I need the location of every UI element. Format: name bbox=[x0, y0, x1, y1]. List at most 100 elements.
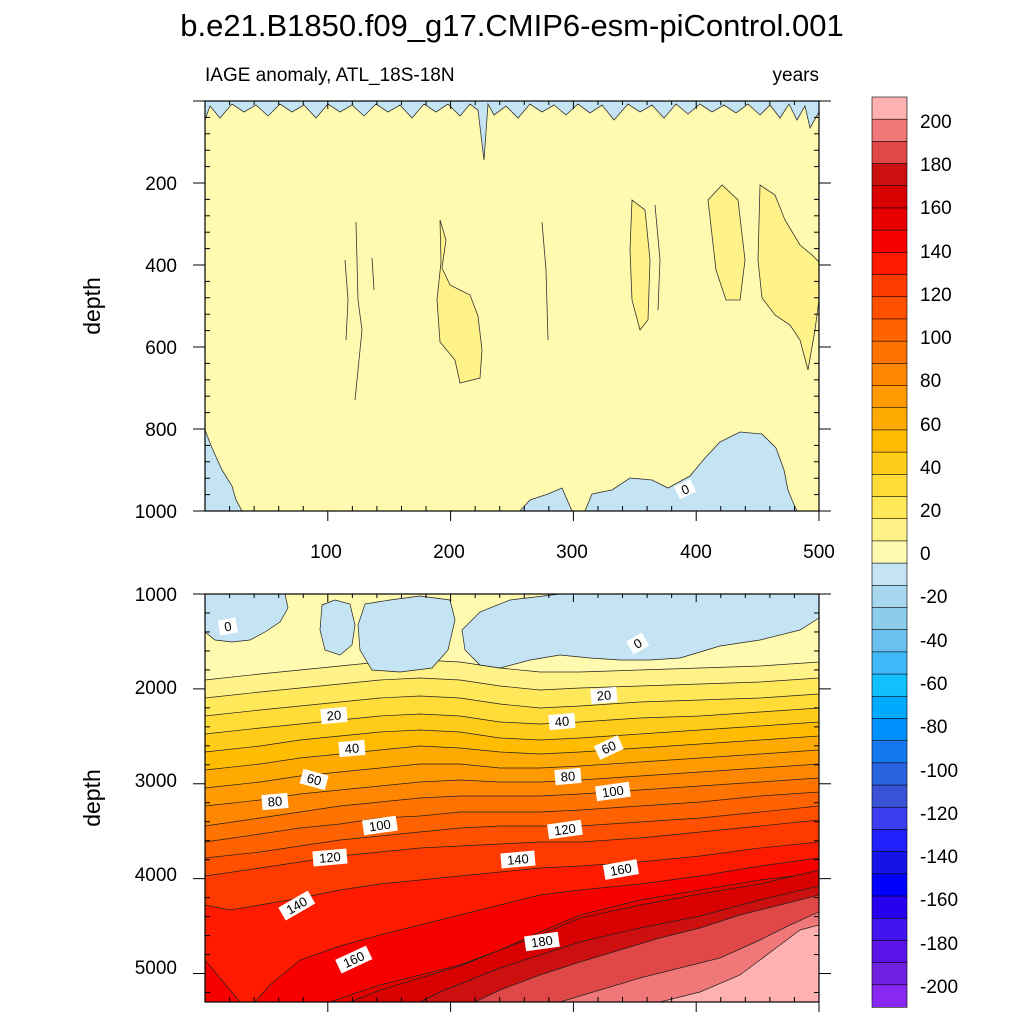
colorbar-label: -200 bbox=[920, 977, 958, 998]
colorbar-swatch bbox=[871, 340, 908, 364]
contour-label-box bbox=[278, 890, 316, 921]
x-tick-label: 100 bbox=[310, 542, 342, 563]
variable-label: IAGE anomaly, ATL_18S-18N bbox=[205, 65, 455, 86]
colorbar-label: -180 bbox=[920, 934, 958, 955]
upper-negative-bottom-right bbox=[519, 431, 798, 511]
colorbar-swatch bbox=[871, 984, 908, 1008]
colorbar-swatch bbox=[871, 673, 908, 697]
x-tick-label: 200 bbox=[433, 542, 465, 563]
contour-label-box bbox=[524, 931, 560, 952]
lower-y-tick-label: 3000 bbox=[135, 771, 177, 792]
colorbar-swatch bbox=[871, 252, 908, 276]
colorbar-swatch bbox=[871, 518, 908, 542]
colorbar-label: 180 bbox=[920, 155, 952, 176]
colorbar-swatch bbox=[871, 895, 908, 919]
colorbar-swatch bbox=[871, 651, 908, 675]
colorbar-swatch bbox=[871, 141, 908, 165]
lower-negative-patch-2 bbox=[319, 599, 356, 656]
upper-axis-ticks bbox=[193, 100, 831, 521]
colorbar-swatch bbox=[871, 274, 908, 298]
colorbar-swatch bbox=[871, 496, 908, 520]
colorbar-swatch bbox=[871, 873, 908, 897]
colorbar-label: 140 bbox=[920, 242, 952, 263]
lower-axis-ticks bbox=[193, 593, 831, 1012]
colorbar-label: -20 bbox=[920, 587, 947, 608]
colorbar-swatch bbox=[871, 429, 908, 453]
upper-y-tick-label: 200 bbox=[145, 174, 177, 195]
colorbar-label: -140 bbox=[920, 847, 958, 868]
contour-label-box bbox=[320, 706, 348, 725]
contour-label: 120 bbox=[318, 849, 341, 866]
lower-negative-patch-3 bbox=[357, 595, 456, 673]
contour-label-box bbox=[217, 617, 239, 636]
upper-positive-patch-2 bbox=[757, 184, 819, 371]
colorbar-label: -160 bbox=[920, 890, 958, 911]
chart-title: b.e21.B1850.f09_g17.CMIP6-esm-piControl.… bbox=[180, 8, 843, 43]
upper-y-tick-label: 1000 bbox=[135, 502, 177, 523]
colorbar-swatch bbox=[871, 118, 908, 142]
colorbar-swatch bbox=[871, 163, 908, 187]
upper-positive-patch-3 bbox=[629, 199, 651, 331]
upper-contour-thin-4 bbox=[541, 221, 549, 341]
colorbar-label: -100 bbox=[920, 761, 958, 782]
colorbar-swatch bbox=[871, 718, 908, 742]
colorbar-swatch bbox=[871, 962, 908, 986]
upper-y-tick-labels: 200 400 600 800 1000 bbox=[135, 174, 177, 523]
colorbar-label: 100 bbox=[920, 328, 952, 349]
colorbar-swatch bbox=[871, 917, 908, 942]
lower-negative-patch-4 bbox=[461, 594, 819, 669]
colorbar-label: -120 bbox=[920, 804, 958, 825]
contour-label-box bbox=[602, 859, 639, 880]
colorbar-swatch bbox=[871, 584, 908, 609]
colorbar-label: -40 bbox=[920, 631, 947, 652]
lower-y-tick-labels: 1000 2000 3000 4000 5000 bbox=[135, 585, 177, 979]
lower-plot-frame bbox=[204, 593, 820, 1003]
colorbar-label: 40 bbox=[920, 458, 941, 479]
colorbar-labels: 200 180 160 140 120 100 80 60 40 20 0 -2… bbox=[920, 112, 958, 998]
contour-label-box bbox=[312, 848, 348, 867]
upper-background-fill bbox=[205, 101, 819, 511]
colorbar-swatch bbox=[871, 629, 908, 653]
lower-band-200 bbox=[659, 924, 819, 1002]
upper-y-tick-label: 400 bbox=[145, 256, 177, 277]
colorbar-swatch bbox=[871, 185, 908, 209]
x-tick-labels: 100 200 300 400 500 bbox=[310, 542, 835, 563]
upper-negative-bottom-left bbox=[205, 429, 243, 511]
contour-label-box bbox=[595, 781, 631, 802]
contour-label-box bbox=[554, 767, 582, 786]
upper-panel: 0 depth 200 400 600 800 1000 100 200 300… bbox=[79, 100, 835, 563]
contour-label: 80 bbox=[560, 768, 576, 784]
contour-label-box bbox=[338, 739, 366, 758]
contour-label: 100 bbox=[368, 817, 392, 835]
colorbar-swatch bbox=[871, 363, 908, 387]
colorbar-swatch bbox=[871, 207, 908, 231]
contour-label: 0 bbox=[223, 618, 233, 634]
contour-label: 40 bbox=[344, 740, 360, 756]
colorbar-swatch bbox=[871, 385, 908, 409]
upper-y-tick-label: 600 bbox=[145, 338, 177, 359]
colorbar-swatch bbox=[871, 540, 908, 564]
upper-y-axis-label: depth bbox=[79, 277, 105, 335]
upper-contour-thin-5 bbox=[654, 204, 661, 311]
upper-contour-labels: 0 bbox=[673, 478, 697, 500]
colorbar-swatch bbox=[871, 740, 908, 764]
contour-label-box bbox=[593, 735, 624, 760]
upper-positive-patch-1 bbox=[436, 219, 483, 384]
x-tick-label: 400 bbox=[680, 542, 712, 563]
contour-label: 100 bbox=[601, 783, 625, 801]
upper-plot-frame bbox=[204, 100, 820, 512]
colorbar-swatch bbox=[871, 96, 908, 120]
colorbar-label: 200 bbox=[920, 112, 952, 133]
units-label: years bbox=[773, 65, 819, 86]
upper-contour-thin-1 bbox=[344, 259, 349, 341]
contour-label: 160 bbox=[609, 860, 633, 879]
colorbar-swatch bbox=[871, 762, 908, 786]
contour-label-box bbox=[547, 819, 583, 840]
colorbar-label: -80 bbox=[920, 717, 947, 738]
colorbar-swatch bbox=[871, 229, 908, 253]
colorbar-swatch bbox=[871, 407, 908, 431]
lower-y-tick-label: 4000 bbox=[135, 865, 177, 886]
contour-label: 180 bbox=[530, 933, 554, 951]
contour-label: 120 bbox=[553, 821, 577, 839]
